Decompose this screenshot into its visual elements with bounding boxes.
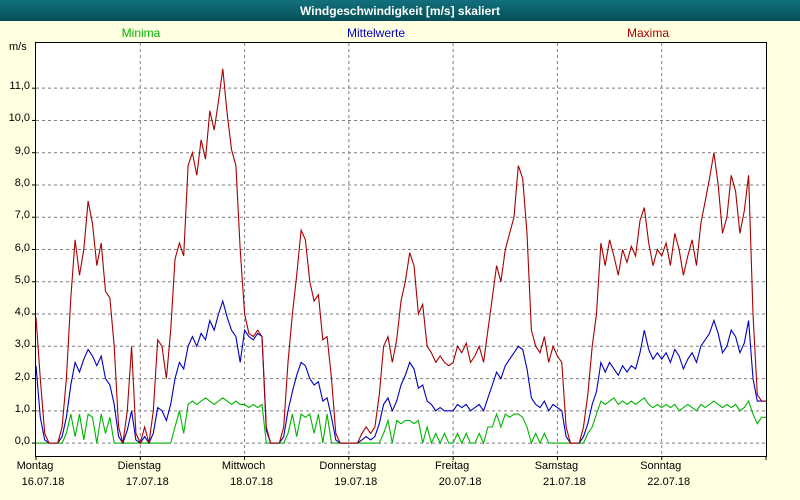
x-axis-day-label: Freitag xyxy=(435,460,470,472)
x-axis-date-label: 17.07.18 xyxy=(125,476,169,488)
x-axis-day-label: Montag xyxy=(16,460,54,472)
x-axis-day-label: Dienstag xyxy=(117,460,161,472)
chart-legend: Minima Mittelwerte Maxima xyxy=(0,26,800,41)
chart-plot-area xyxy=(32,42,767,460)
y-axis-tick-label: 10,0 xyxy=(8,112,30,125)
y-axis-tick-label: 6,0 xyxy=(14,241,30,254)
y-axis-tick-label: 4,0 xyxy=(14,306,30,319)
y-axis-tick-label: 2,0 xyxy=(14,370,30,383)
x-axis-date-label: 21.07.18 xyxy=(543,476,586,488)
y-axis-tick-label: 1,0 xyxy=(14,402,30,415)
x-axis-day-label: Sonntag xyxy=(640,460,682,472)
legend-minima-label: Minima xyxy=(121,26,161,40)
x-axis-date-label: 16.07.18 xyxy=(21,476,65,488)
wind-speed-chart xyxy=(32,43,767,460)
x-axis-date-label: 20.07.18 xyxy=(438,476,482,488)
x-axis-date-label: 22.07.18 xyxy=(647,476,691,488)
y-axis-tick-label: 9,0 xyxy=(14,144,30,157)
window-title: Windgeschwindigkeit [m/s] skaliert xyxy=(300,3,500,18)
y-axis-tick-label: 11,0 xyxy=(9,80,30,93)
y-axis-tick-label: 3,0 xyxy=(14,338,30,351)
y-axis-tick-label: 0,0 xyxy=(14,435,30,448)
x-axis-date-label: 19.07.18 xyxy=(334,476,378,488)
y-axis-unit-label: m/s xyxy=(9,41,27,53)
y-axis-tick-label: 5,0 xyxy=(14,273,30,286)
legend-mittelwerte-label: Mittelwerte xyxy=(346,26,406,40)
x-axis-date-label: 18.07.18 xyxy=(230,476,273,488)
x-axis-day-label: Samstag xyxy=(534,460,579,472)
series-maxima-line xyxy=(35,68,766,445)
y-axis-tick-label: 7,0 xyxy=(14,209,30,222)
x-axis-day-label: Donnerstag xyxy=(319,460,377,472)
x-axis-day-label: Mittwoch xyxy=(221,460,266,472)
y-axis-tick-label: 8,0 xyxy=(14,176,30,189)
legend-maxima-label: Maxima xyxy=(626,26,670,40)
series-minima-line xyxy=(36,397,766,445)
window-titlebar[interactable]: Windgeschwindigkeit [m/s] skaliert xyxy=(0,0,800,21)
series-mittelwerte-line xyxy=(35,299,766,445)
